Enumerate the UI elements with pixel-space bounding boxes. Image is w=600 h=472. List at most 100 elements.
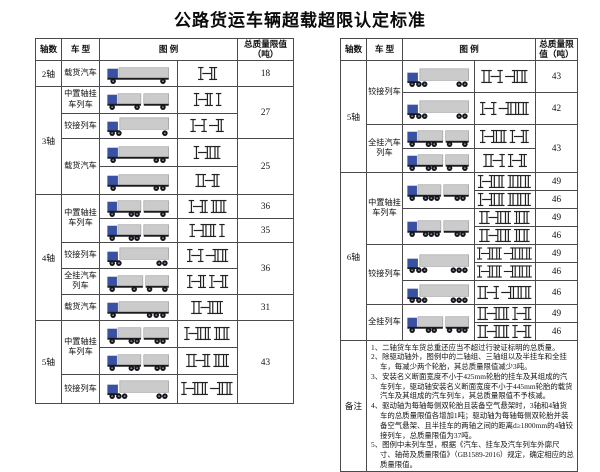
axle-config-icon (476, 284, 535, 301)
mass-limit-cell: 36 (237, 241, 294, 295)
vehicle-type-cell: 中置轴挂车列车 (366, 171, 403, 245)
vehicle-type-cell: 全挂汽车列车 (61, 267, 100, 295)
mass-limit-cell: 42 (535, 91, 578, 125)
axle-diagram-cell (177, 193, 238, 219)
vehicle-type-cell: 中置轴挂车列车 (61, 319, 100, 375)
truck-illustration (402, 243, 475, 281)
truck-icon (101, 195, 177, 217)
axle-config-icon (179, 380, 237, 397)
notes-list: 1、二轴货车车货总重还应当不超过行驶证标明的总质量。 2、除驱动轴外，图例中的二轴… (366, 339, 578, 472)
table-row: 49 (341, 207, 578, 245)
axle-diagram-cell (177, 293, 238, 321)
truck-illustration (402, 91, 475, 125)
vehicle-type-cell: 铰接列车 (61, 112, 100, 139)
header-mass-limit: 总质量限值（吨） (237, 38, 294, 61)
table-row: 4轴 中置轴挂车列车 36 (35, 193, 294, 321)
axle-diagram-cell (177, 112, 238, 139)
table-row: 全挂汽车列车 (36, 267, 294, 295)
header-axle-count: 轴数 (35, 38, 62, 61)
axle-count-cell: 5轴 (35, 319, 62, 404)
truck-icon (404, 125, 474, 147)
axle-config-icon (476, 305, 535, 321)
axle-config-icon (476, 245, 535, 261)
axle-diagram-cell (474, 261, 536, 281)
axle-config-icon (476, 191, 535, 207)
truck-illustration (99, 293, 178, 321)
axle-config-icon (179, 352, 237, 369)
table-row: 铰接列车 (36, 373, 294, 404)
axle-config-icon (476, 227, 535, 243)
axle-config-icon (476, 128, 535, 145)
truck-illustration (99, 59, 178, 87)
page-title: 公路货运车辆超载超限认定标准 (174, 11, 426, 30)
mass-limit-cell: 43 (237, 319, 294, 404)
mass-limit-cell: 35 (237, 217, 294, 243)
truck-icon (101, 169, 177, 192)
note-item: 3、安装名义断面宽度不小于425mm轮胎的挂车及其组成的汽车列车，驱动轴安装名义… (371, 371, 573, 401)
right-standard-table: 轴数 车 型 图 例 总质量限值（吨） 5轴 铰接列车 43 42 全挂汽车列车 43 6轴… (340, 38, 578, 472)
note-item: 4、驱动轴为每轴每侧双轮胎且装备空气悬架时，3轴和4轴货车的总质量限值各增加1吨… (371, 401, 573, 440)
vehicle-type-cell: 载货汽车 (61, 137, 100, 195)
truck-illustration (99, 319, 178, 348)
truck-icon (404, 281, 474, 303)
truck-illustration (99, 373, 178, 404)
table-row: 46 (341, 189, 578, 209)
vehicle-type-cell: 铰接列车 (366, 243, 403, 305)
axle-config-icon (179, 144, 237, 161)
table-row: 42 (341, 91, 578, 125)
mass-limit-cell: 49 (535, 171, 578, 191)
truck-illustration (99, 267, 178, 295)
axle-config-icon (179, 273, 237, 290)
axle-diagram-cell (474, 91, 536, 125)
truck-illustration (402, 59, 475, 93)
truck-icon (404, 149, 474, 171)
truck-icon (101, 219, 177, 241)
axle-config-icon (179, 172, 237, 189)
truck-icon (404, 65, 474, 88)
truck-illustration (99, 241, 178, 269)
mass-limit-cell: 43 (535, 59, 578, 93)
mass-limit-cell: 46 (535, 279, 578, 305)
axle-diagram-cell (474, 147, 536, 173)
mass-limit-cell: 43 (535, 123, 578, 173)
truck-illustration (99, 346, 178, 375)
axle-config-icon (179, 198, 237, 215)
table-row: 载货汽车 31 (36, 293, 294, 321)
mass-limit-cell: 46 (535, 225, 578, 245)
axle-count-cell: 4轴 (35, 193, 62, 321)
axle-diagram-cell (177, 319, 238, 348)
axle-diagram-cell (474, 59, 536, 93)
truck-illustration (99, 85, 178, 114)
mass-limit-cell: 36 (237, 193, 294, 219)
vehicle-type-cell: 铰接列车 (61, 241, 100, 269)
axle-config-icon (476, 323, 535, 339)
mass-limit-cell: 46 (535, 261, 578, 281)
table-row: 46 (341, 261, 578, 281)
axle-diagram-cell (474, 243, 536, 263)
truck-icon (101, 62, 177, 85)
axle-config-icon (476, 263, 535, 279)
mass-limit-cell: 31 (237, 293, 294, 321)
axle-config-icon (476, 209, 535, 225)
axle-diagram-cell (177, 373, 238, 404)
table-row: 46 (341, 279, 578, 305)
axle-diagram-cell (177, 241, 238, 269)
axle-config-icon (476, 152, 535, 169)
table-row: 全挂汽车列车 43 (341, 123, 578, 173)
axle-diagram-cell (474, 279, 536, 305)
table-row: 铰接列车 49 (341, 243, 578, 305)
table-row: 6轴 中置轴挂车列车 49 (340, 171, 578, 341)
table-row: 2轴 载货汽车 18 (35, 59, 294, 87)
axle-diagram-cell (177, 59, 238, 87)
truck-icon (101, 141, 177, 164)
axle-diagram-cell (474, 123, 536, 149)
axle-diagram-cell (177, 346, 238, 375)
axle-count-cell: 5轴 (340, 59, 367, 173)
truck-illustration (402, 147, 475, 173)
header-vehicle-type: 车 型 (61, 38, 100, 61)
truck-illustration (99, 193, 178, 219)
axle-config-icon (179, 117, 237, 134)
truck-icon (404, 97, 474, 120)
axle-diagram-cell (177, 165, 238, 195)
axle-diagram-cell (474, 189, 536, 209)
